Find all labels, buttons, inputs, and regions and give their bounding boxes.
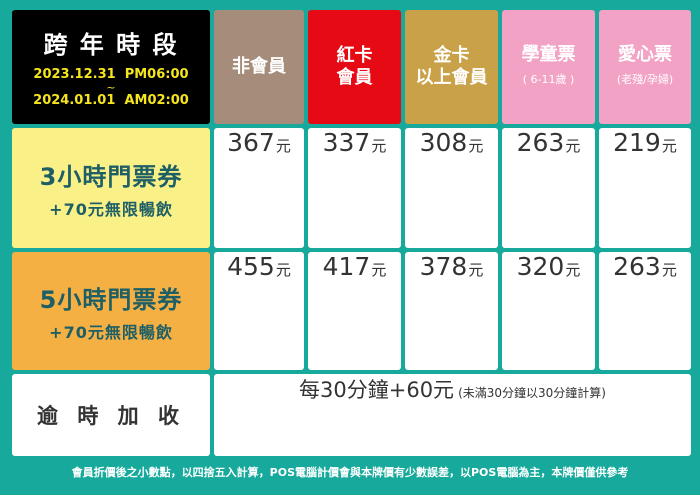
price-amount: 367 (227, 128, 275, 157)
price-amount: 308 (419, 128, 468, 157)
row-label: 5小時門票券 (39, 285, 183, 314)
price-cell: 378 元 (405, 252, 498, 370)
column-header: 學童票 ( 6-11歲 ) (502, 10, 595, 124)
price-table: 跨 年 時 段 2023.12.31 PM06:00 ~2024.01.01 AM0… (12, 10, 691, 456)
price-cell: 455 元 (214, 252, 304, 370)
price-cell: 263 元 (599, 252, 691, 370)
column-label: 非會員 (232, 56, 286, 77)
column-label: 會員 (336, 67, 373, 88)
price-unit: 元 (565, 261, 581, 279)
column-header: 非會員 (214, 10, 304, 124)
price-cell: 337 元 (308, 128, 401, 248)
column-label: 學童票 (521, 43, 576, 65)
price-cell: 417 元 (308, 252, 401, 370)
price-amount: 455 (227, 252, 275, 281)
price-cell: 320 元 (502, 252, 595, 370)
price-unit: 元 (468, 261, 484, 279)
price-unit: 元 (371, 261, 387, 279)
period-end: 2024.01.01 AM02:00 (33, 93, 189, 108)
price-amount: 417 (322, 252, 371, 281)
column-header: 愛心票 (老殘/孕婦) (599, 10, 691, 124)
overtime-label: 逾 時 加 收 (12, 374, 210, 456)
period-separator: ~ (106, 81, 116, 94)
overtime-note: (未滿30分鐘以30分鐘計算) (458, 386, 606, 400)
price-unit: 元 (275, 261, 291, 279)
price-amount: 263 (613, 252, 661, 281)
row-header: 3小時門票券 +70元無限暢飲 (12, 128, 210, 248)
price-cell: 263 元 (502, 128, 595, 248)
price-amount: 263 (516, 128, 565, 157)
column-header: 金卡 以上會員 (405, 10, 498, 124)
price-unit: 元 (661, 261, 677, 279)
column-label: 紅卡 (336, 45, 373, 66)
period-start: 2023.12.31 PM06:00 (33, 67, 189, 82)
period-cell: 跨 年 時 段 2023.12.31 PM06:00 ~2024.01.01 AM0… (12, 10, 210, 124)
price-amount: 378 (419, 252, 468, 281)
price-amount: 337 (322, 128, 371, 157)
price-cell: 367 元 (214, 128, 304, 248)
price-unit: 元 (468, 137, 484, 155)
footnote: 會員折價後之小數點，以四捨五入計算，POS電腦計價會與本牌價有少數誤差，以POS… (71, 466, 629, 479)
price-unit: 元 (565, 137, 581, 155)
column-label: 愛心票 (618, 43, 672, 65)
column-label: 金卡 (433, 45, 470, 66)
price-unit: 元 (275, 137, 291, 155)
overtime-rate: 每30分鐘+60元 (299, 378, 455, 402)
overtime-rate-cell: 每30分鐘+60元 (未滿30分鐘以30分鐘計算) (214, 374, 691, 456)
row-header: 5小時門票券 +70元無限暢飲 (12, 252, 210, 370)
price-unit: 元 (661, 137, 677, 155)
row-sub: +70元無限暢飲 (49, 199, 173, 219)
price-unit: 元 (371, 137, 387, 155)
price-amount: 219 (613, 128, 661, 157)
column-note: ( 6-11歲 ) (522, 72, 575, 86)
period-title: 跨 年 時 段 (43, 31, 179, 59)
column-note: (老殘/孕婦) (616, 72, 674, 86)
price-cell: 308 元 (405, 128, 498, 248)
column-header: 紅卡 會員 (308, 10, 401, 124)
price-cell: 219 元 (599, 128, 691, 248)
row-label: 3小時門票券 (39, 162, 183, 191)
price-amount: 320 (516, 252, 565, 281)
column-label: 以上會員 (415, 67, 488, 88)
row-sub: +70元無限暢飲 (49, 322, 173, 342)
